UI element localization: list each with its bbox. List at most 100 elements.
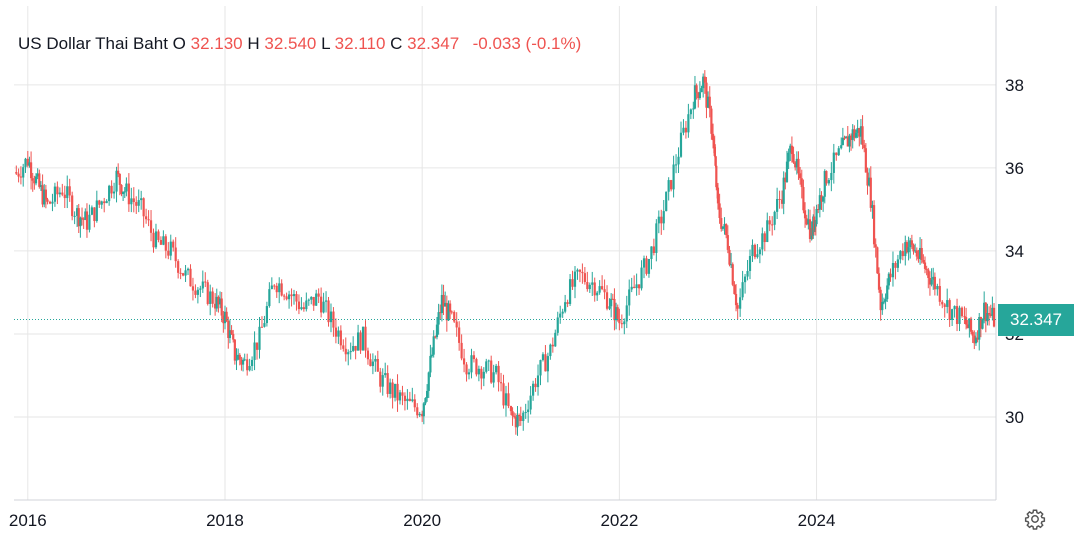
candle-body <box>723 224 726 227</box>
candle-body <box>716 187 720 204</box>
candle <box>115 166 118 203</box>
candle-body <box>241 360 245 365</box>
candle-body <box>971 331 974 336</box>
candle-body <box>19 176 23 178</box>
candle-body <box>499 382 503 384</box>
candle <box>485 358 488 374</box>
candle-body <box>568 279 572 304</box>
candle-body <box>753 244 757 258</box>
candle <box>674 154 678 174</box>
candle-body <box>364 326 367 351</box>
candle <box>763 231 766 252</box>
candle-body <box>899 251 902 260</box>
candle <box>310 296 313 305</box>
candle <box>302 302 305 312</box>
candle <box>984 301 987 333</box>
candle-body <box>657 216 660 224</box>
candle-body <box>240 359 243 365</box>
candle-body <box>871 205 874 208</box>
candle <box>516 406 519 436</box>
candle-body <box>123 191 126 193</box>
candle-body <box>907 247 910 253</box>
candle-body <box>904 242 907 257</box>
candle-body <box>251 359 254 367</box>
candle <box>891 251 895 287</box>
candle-body <box>660 216 663 224</box>
candle-body <box>598 286 601 293</box>
gear-icon[interactable] <box>1024 508 1046 530</box>
candle-body <box>966 324 969 329</box>
candle-body <box>444 302 447 307</box>
candle <box>290 288 293 307</box>
candle <box>38 169 41 189</box>
candle <box>349 342 352 360</box>
candle-body <box>539 360 542 376</box>
candle <box>413 394 416 412</box>
candle <box>825 170 828 186</box>
candle <box>871 200 874 219</box>
candle-body <box>386 373 389 394</box>
candle <box>26 150 29 168</box>
candle <box>22 163 25 187</box>
candle <box>84 208 87 221</box>
candle-body <box>467 372 471 375</box>
candle-body <box>524 412 527 414</box>
candle <box>868 168 871 187</box>
candle <box>268 282 271 308</box>
candle-body <box>354 346 357 351</box>
candle <box>19 166 23 185</box>
candle-body <box>751 244 754 257</box>
candle-body <box>426 390 429 399</box>
candle <box>635 273 638 296</box>
candle <box>682 119 685 136</box>
candle-body <box>677 156 680 165</box>
candle <box>725 223 728 239</box>
candle <box>460 334 463 361</box>
candle-body <box>39 185 43 187</box>
candle-body <box>359 332 362 351</box>
candle <box>915 247 918 261</box>
candle <box>66 175 69 209</box>
candle <box>123 187 126 199</box>
candle-body <box>29 162 33 179</box>
candle-body <box>209 291 212 304</box>
candle-body <box>95 200 98 222</box>
candle <box>739 288 742 317</box>
candle-body <box>894 263 897 268</box>
candle <box>135 196 138 214</box>
candle <box>499 372 503 392</box>
candle-body <box>391 382 394 398</box>
candle-body <box>925 268 928 270</box>
candle-body <box>714 155 717 166</box>
candle-body <box>876 247 879 274</box>
candle-body <box>194 290 197 295</box>
candle <box>920 239 923 264</box>
candle <box>253 331 256 371</box>
candle-body <box>418 413 421 416</box>
candle <box>430 347 434 358</box>
candle-body <box>53 186 57 202</box>
candle <box>823 169 826 204</box>
candle-body <box>332 311 335 328</box>
candle <box>149 210 153 242</box>
candle-body <box>108 185 111 202</box>
candle <box>987 306 991 326</box>
candle-body <box>807 219 810 225</box>
candle-body <box>910 240 913 245</box>
candle-body <box>955 306 959 324</box>
candle <box>978 313 981 351</box>
candle <box>315 289 318 307</box>
candle-body <box>186 268 190 271</box>
candle-body <box>217 296 220 305</box>
candle <box>317 288 320 304</box>
candle <box>905 240 909 254</box>
candle-body <box>462 358 466 365</box>
candle-body <box>863 144 866 149</box>
candle-body <box>534 383 537 388</box>
candle <box>904 235 907 266</box>
candle <box>966 320 969 329</box>
candle <box>450 310 453 315</box>
candle-body <box>230 330 233 334</box>
